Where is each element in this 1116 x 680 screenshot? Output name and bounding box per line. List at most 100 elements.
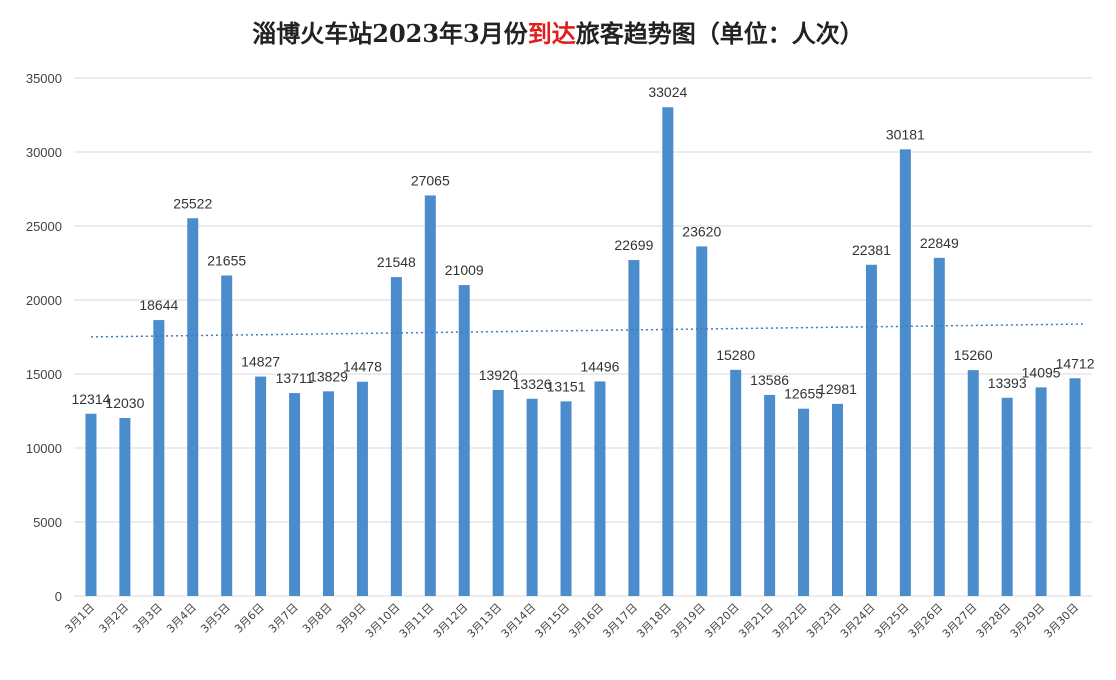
x-tick-label: 3月1日 — [62, 601, 97, 636]
bar — [899, 149, 911, 596]
bar — [458, 285, 470, 596]
bar — [356, 381, 368, 596]
bar — [628, 260, 640, 596]
x-tick-label: 3月11日 — [397, 601, 437, 641]
x-tick-label: 3月29日 — [1008, 601, 1048, 641]
bar — [1035, 387, 1047, 596]
x-tick-label: 3月24日 — [838, 601, 878, 641]
bar — [696, 246, 708, 596]
x-tick-label: 3月21日 — [736, 601, 776, 641]
x-tick-label: 3月13日 — [465, 601, 505, 641]
data-label: 13920 — [479, 367, 518, 383]
bar — [187, 218, 199, 596]
data-label: 12314 — [71, 391, 110, 407]
data-label: 21009 — [445, 262, 484, 278]
x-tick-label: 3月16日 — [566, 601, 606, 641]
x-tick-label: 3月27日 — [940, 601, 980, 641]
data-label: 13829 — [309, 368, 348, 384]
x-tick-label: 3月5日 — [198, 601, 233, 636]
bar — [255, 376, 267, 596]
x-tick-label: 3月18日 — [634, 601, 674, 641]
trendline — [90, 323, 1086, 338]
x-tick-label: 3月28日 — [974, 601, 1014, 641]
y-tick-label: 25000 — [26, 219, 62, 234]
x-tick-label: 3月22日 — [770, 601, 810, 641]
y-tick-label: 0 — [55, 589, 62, 604]
x-tick-label: 3月2日 — [96, 601, 131, 636]
bar — [865, 264, 877, 596]
bar — [1001, 397, 1013, 596]
x-tick-label: 3月26日 — [906, 601, 946, 641]
bar — [119, 417, 131, 596]
data-label: 13711 — [276, 370, 314, 386]
x-tick-label: 3月30日 — [1042, 601, 1082, 641]
title-text: 淄博火车站2023年3月份 — [252, 19, 528, 48]
data-label: 27065 — [411, 172, 450, 188]
x-tick-label: 3月3日 — [130, 601, 165, 636]
bar — [832, 403, 843, 596]
bar — [289, 393, 301, 596]
x-tick-label: 3月14日 — [499, 601, 539, 641]
y-tick-label: 10000 — [26, 441, 62, 456]
data-label: 25522 — [173, 195, 212, 211]
bar — [730, 369, 742, 596]
y-tick-label: 20000 — [26, 293, 62, 308]
data-label: 13151 — [547, 378, 586, 394]
x-tick-label: 3月4日 — [164, 601, 199, 636]
data-label: 13586 — [750, 372, 789, 388]
title-highlight: 到达 — [527, 19, 576, 48]
x-tick-label: 3月25日 — [872, 601, 912, 641]
x-tick-label: 3月10日 — [363, 601, 403, 641]
bar — [798, 408, 810, 596]
data-label: 22849 — [920, 235, 959, 251]
data-label: 21548 — [377, 254, 416, 270]
bar — [153, 320, 165, 596]
bar — [323, 391, 334, 596]
bar — [85, 413, 97, 596]
data-label: 12981 — [818, 381, 857, 397]
bar — [662, 107, 674, 596]
y-tick-label: 15000 — [26, 367, 62, 382]
x-tick-label: 3月17日 — [600, 601, 640, 641]
x-tick-label: 3月23日 — [804, 601, 844, 641]
data-label: 13326 — [513, 376, 552, 392]
x-tick-label: 3月7日 — [266, 601, 301, 636]
data-label: 14496 — [580, 358, 619, 374]
bar — [221, 275, 233, 596]
data-label: 14712 — [1056, 355, 1095, 371]
data-label: 15260 — [954, 347, 993, 363]
x-tick-label: 3月19日 — [668, 601, 708, 641]
bar — [764, 394, 776, 596]
data-label: 14478 — [343, 359, 382, 375]
data-label: 14827 — [241, 354, 280, 370]
data-label: 30181 — [886, 126, 925, 142]
data-label: 33024 — [648, 84, 687, 100]
data-label: 14095 — [1022, 364, 1061, 380]
bar — [492, 389, 504, 596]
x-tick-label: 3月6日 — [232, 601, 267, 636]
chart-title: 淄博火车站2023年3月份到达旅客趋势图（单位：人次） — [0, 14, 1116, 49]
data-label: 13393 — [988, 375, 1027, 391]
data-label: 22381 — [852, 242, 891, 258]
bar — [933, 257, 945, 596]
data-label: 23620 — [682, 223, 721, 239]
title-text-rest: 旅客趋势图（单位：人次） — [575, 19, 864, 48]
data-label: 12655 — [784, 386, 823, 402]
data-label: 18644 — [139, 297, 178, 313]
bar — [390, 277, 402, 596]
x-tick-label: 3月15日 — [533, 601, 573, 641]
x-tick-label: 3月8日 — [300, 601, 335, 636]
bar — [526, 398, 538, 596]
x-tick-label: 3月20日 — [702, 601, 742, 641]
y-tick-label: 35000 — [26, 71, 62, 86]
bar — [967, 370, 979, 596]
bar — [594, 381, 606, 596]
bar — [560, 401, 572, 596]
x-tick-label: 3月12日 — [431, 601, 471, 641]
data-label: 15280 — [716, 347, 755, 363]
bar — [1069, 378, 1081, 596]
data-label: 21655 — [207, 253, 246, 269]
data-label: 12030 — [105, 395, 144, 411]
